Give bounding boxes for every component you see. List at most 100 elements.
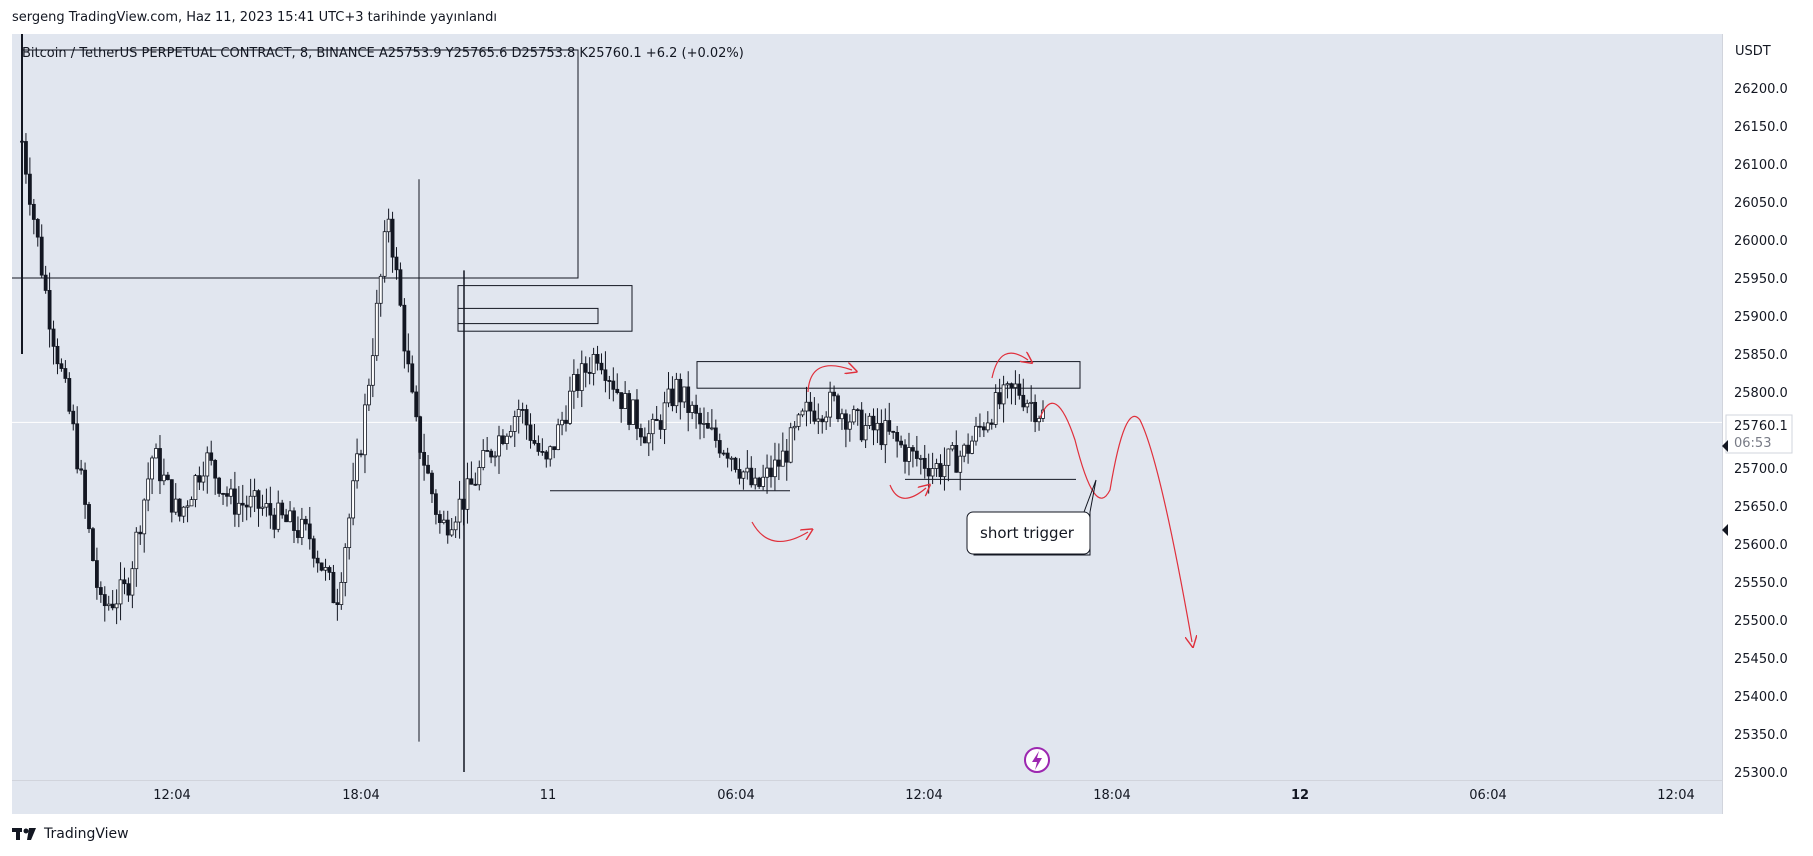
candle [883, 408, 888, 464]
candle [737, 458, 742, 485]
candle [1017, 374, 1022, 400]
candle [788, 422, 793, 464]
candle [926, 453, 931, 494]
candle [181, 505, 186, 523]
candle [126, 577, 131, 602]
candle [268, 486, 273, 529]
candle [1005, 381, 1010, 399]
candle [106, 595, 111, 611]
candle [985, 411, 990, 433]
candle [75, 406, 80, 474]
candle [552, 446, 557, 459]
price-marker-icon [1722, 440, 1728, 452]
candle [165, 471, 170, 481]
projection-arrow [991, 353, 1028, 379]
candle [244, 495, 249, 521]
candle [402, 298, 407, 369]
candle [91, 526, 95, 562]
candle [540, 438, 545, 456]
short-trigger-callout[interactable]: short trigger [966, 479, 1097, 556]
candle [568, 376, 572, 426]
candle [709, 409, 714, 431]
zone-rectangle [457, 307, 599, 325]
candle [39, 224, 44, 279]
candle [508, 425, 513, 439]
candle [966, 433, 971, 464]
candle [1001, 375, 1006, 423]
candle [631, 399, 635, 425]
y-tick-label: 25650.0 [1734, 500, 1788, 515]
candle [536, 435, 541, 456]
candle [911, 444, 915, 468]
candle [843, 409, 848, 448]
candle [840, 408, 844, 430]
candle [31, 198, 36, 235]
candle [122, 567, 127, 595]
candle [390, 211, 395, 273]
y-tick-label: 25800.0 [1734, 386, 1788, 401]
candle [110, 590, 115, 611]
candle [836, 393, 840, 423]
candle [335, 588, 340, 621]
projection-arrow [1039, 402, 1192, 642]
candle [745, 450, 750, 480]
candle [272, 508, 277, 539]
candle [473, 472, 478, 486]
time-axis[interactable] [12, 780, 1722, 813]
candle [686, 371, 691, 432]
candle [437, 510, 442, 534]
candle [465, 462, 470, 524]
candle [690, 401, 695, 420]
candle [970, 435, 974, 455]
candle [769, 455, 773, 488]
candle [922, 444, 927, 479]
candle [311, 535, 316, 568]
candle [43, 265, 48, 294]
y-tick-label: 25850.0 [1734, 348, 1788, 363]
candle [520, 402, 525, 424]
candle [627, 390, 631, 431]
candle [741, 470, 746, 490]
candle [887, 402, 892, 435]
candle [221, 492, 225, 505]
candle [406, 333, 411, 373]
candle [654, 405, 659, 421]
x-tick-label: 12:04 [153, 788, 190, 803]
candle [504, 433, 509, 450]
candle [67, 372, 72, 415]
candle [780, 432, 785, 467]
candle [733, 456, 738, 473]
candle [757, 476, 762, 489]
candle [702, 407, 706, 439]
zone-rectangle [21, 49, 579, 279]
candle [71, 404, 76, 431]
footer-brand[interactable]: TradingView [12, 826, 129, 842]
candle [713, 419, 718, 448]
y-axis-labels: 26200.0 26150.0 26100.0 26050.0 26000.0 25950… [1734, 82, 1788, 781]
last-price-countdown: 06:53 [1734, 436, 1771, 451]
candle [248, 478, 253, 518]
chart-area[interactable] [12, 34, 1722, 814]
candle [721, 449, 726, 456]
last-price-badge: 25760.1 06:53 [1722, 414, 1793, 536]
candle [891, 430, 896, 439]
lightning-icon[interactable] [1024, 747, 1050, 773]
candle [414, 385, 419, 422]
y-tick-label: 26050.0 [1734, 196, 1788, 211]
candle [776, 443, 781, 481]
candle [682, 386, 687, 408]
y-tick-label: 25900.0 [1734, 310, 1788, 325]
candle [59, 358, 64, 372]
candle [962, 443, 967, 463]
candle [114, 589, 119, 625]
candle [950, 442, 955, 452]
candle [571, 359, 576, 409]
candle [658, 414, 663, 439]
candle [706, 412, 710, 429]
candle [138, 525, 143, 545]
candle [784, 438, 789, 481]
y-tick-label: 26000.0 [1734, 234, 1788, 249]
y-tick-label: 25700.0 [1734, 462, 1788, 477]
candle [130, 561, 135, 609]
